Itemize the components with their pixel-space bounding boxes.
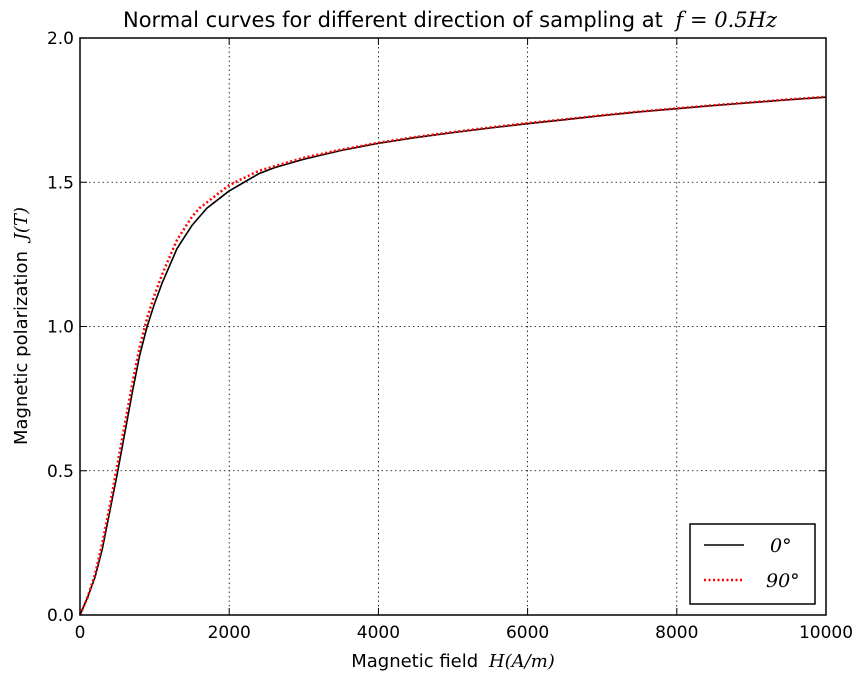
y-axis-label-text: Magnetic polarization	[11, 251, 32, 445]
y-axis-label: Magnetic polarization J(T)	[11, 207, 32, 445]
y-tick-label: 0.5	[47, 462, 74, 482]
y-axis-label-math: J(T)	[11, 207, 32, 244]
y-tick-label: 0.0	[47, 606, 74, 626]
series-group	[78, 95, 827, 616]
legend-label-90deg: 90°	[766, 570, 800, 592]
legend: 0° 90°	[689, 523, 816, 605]
x-tick-label: 0	[75, 623, 86, 643]
x-tick-label: 2000	[208, 623, 251, 643]
series-line-0deg	[79, 96, 827, 616]
grid	[80, 38, 826, 615]
x-tick-label: 4000	[357, 623, 400, 643]
y-axis-ticks: 0.0 0.5 1.0 1.5 2.0	[47, 29, 826, 626]
x-axis-label-math: H(A/m)	[488, 651, 555, 672]
y-tick-label: 1.0	[47, 318, 74, 338]
x-axis-ticks: 0 2000 4000 6000 8000 10000	[75, 38, 853, 643]
y-tick-label: 1.5	[47, 173, 74, 193]
chart-title-text: Normal curves for different direction of…	[123, 8, 663, 32]
chart-title: Normal curves for different direction of…	[123, 8, 778, 32]
legend-box	[689, 523, 816, 605]
y-tick-label: 2.0	[47, 29, 74, 49]
x-tick-label: 6000	[506, 623, 549, 643]
x-tick-label: 8000	[655, 623, 698, 643]
x-axis-label: Magnetic field H(A/m)	[351, 651, 555, 672]
series-line-90deg	[78, 95, 827, 616]
x-axis-label-text: Magnetic field	[351, 651, 478, 672]
x-tick-label: 10000	[799, 623, 853, 643]
legend-label-0deg: 0°	[770, 535, 792, 557]
chart-title-math: f = 0.5Hz	[674, 8, 778, 32]
